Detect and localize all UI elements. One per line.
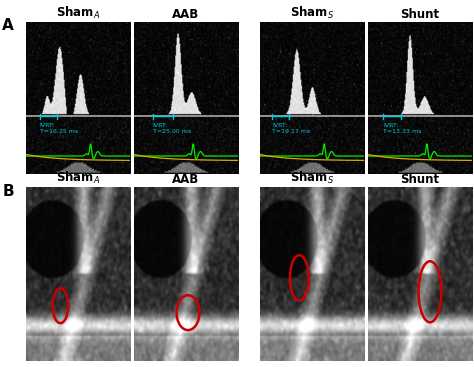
Text: IVRT:
T=16.25 ms: IVRT: T=16.25 ms <box>40 123 78 134</box>
Text: IVRT:
T=19.17 ms: IVRT: T=19.17 ms <box>272 123 310 134</box>
Text: B: B <box>2 184 14 199</box>
Text: IVRT:
T=25.00 ms: IVRT: T=25.00 ms <box>153 123 191 134</box>
Text: Sham$_S$: Sham$_S$ <box>290 4 334 21</box>
Text: AAB: AAB <box>173 8 200 21</box>
Text: Shunt: Shunt <box>400 8 439 21</box>
Text: AAB: AAB <box>173 173 200 186</box>
Text: A: A <box>2 18 14 33</box>
Text: Sham$_S$: Sham$_S$ <box>290 170 334 186</box>
Text: Shunt: Shunt <box>400 173 439 186</box>
Text: Sham$_A$: Sham$_A$ <box>56 170 100 186</box>
Text: Sham$_A$: Sham$_A$ <box>56 4 100 21</box>
Text: IVRT:
T=13.33 ms: IVRT: T=13.33 ms <box>383 123 421 134</box>
